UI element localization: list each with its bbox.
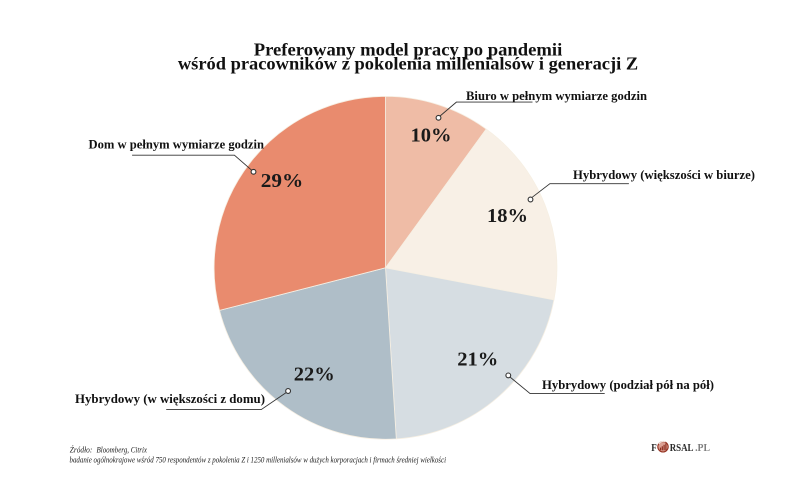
svg-text:18%: 18% [487, 205, 528, 227]
svg-text:Hybrydowy (większości w biurze: Hybrydowy (większości w biurze) [573, 168, 755, 182]
svg-text:RSAL: RSAL [670, 442, 694, 454]
svg-text:F: F [651, 442, 657, 454]
svg-text:badanie ogólnokrajowe wśród 75: badanie ogólnokrajowe wśród 750 responde… [70, 455, 447, 464]
svg-text:Biuro w pełnym wymiarze godzin: Biuro w pełnym wymiarze godzin [466, 89, 647, 103]
svg-text:22%: 22% [294, 364, 335, 386]
svg-text:.PL: .PL [695, 442, 710, 454]
svg-text:29%: 29% [261, 170, 304, 192]
svg-text:Hybrydowy (podział pół na pół): Hybrydowy (podział pół na pół) [542, 378, 714, 392]
svg-text:21%: 21% [457, 349, 498, 371]
svg-text:Źródło:: Źródło: [70, 444, 93, 454]
svg-text:Preferowany model pracy po pan: Preferowany model pracy po pandemii [254, 40, 563, 60]
svg-text:Bloomberg, Citrix: Bloomberg, Citrix [97, 445, 148, 454]
svg-text:wśród pracowników z pokolenia: wśród pracowników z pokolenia millenials… [178, 54, 638, 74]
svg-text:Dom w pełnym wymiarze godzin: Dom w pełnym wymiarze godzin [89, 138, 265, 152]
svg-text:10%: 10% [411, 124, 452, 146]
svg-text:Hybrydowy (w większości z domu: Hybrydowy (w większości z domu) [75, 392, 265, 406]
